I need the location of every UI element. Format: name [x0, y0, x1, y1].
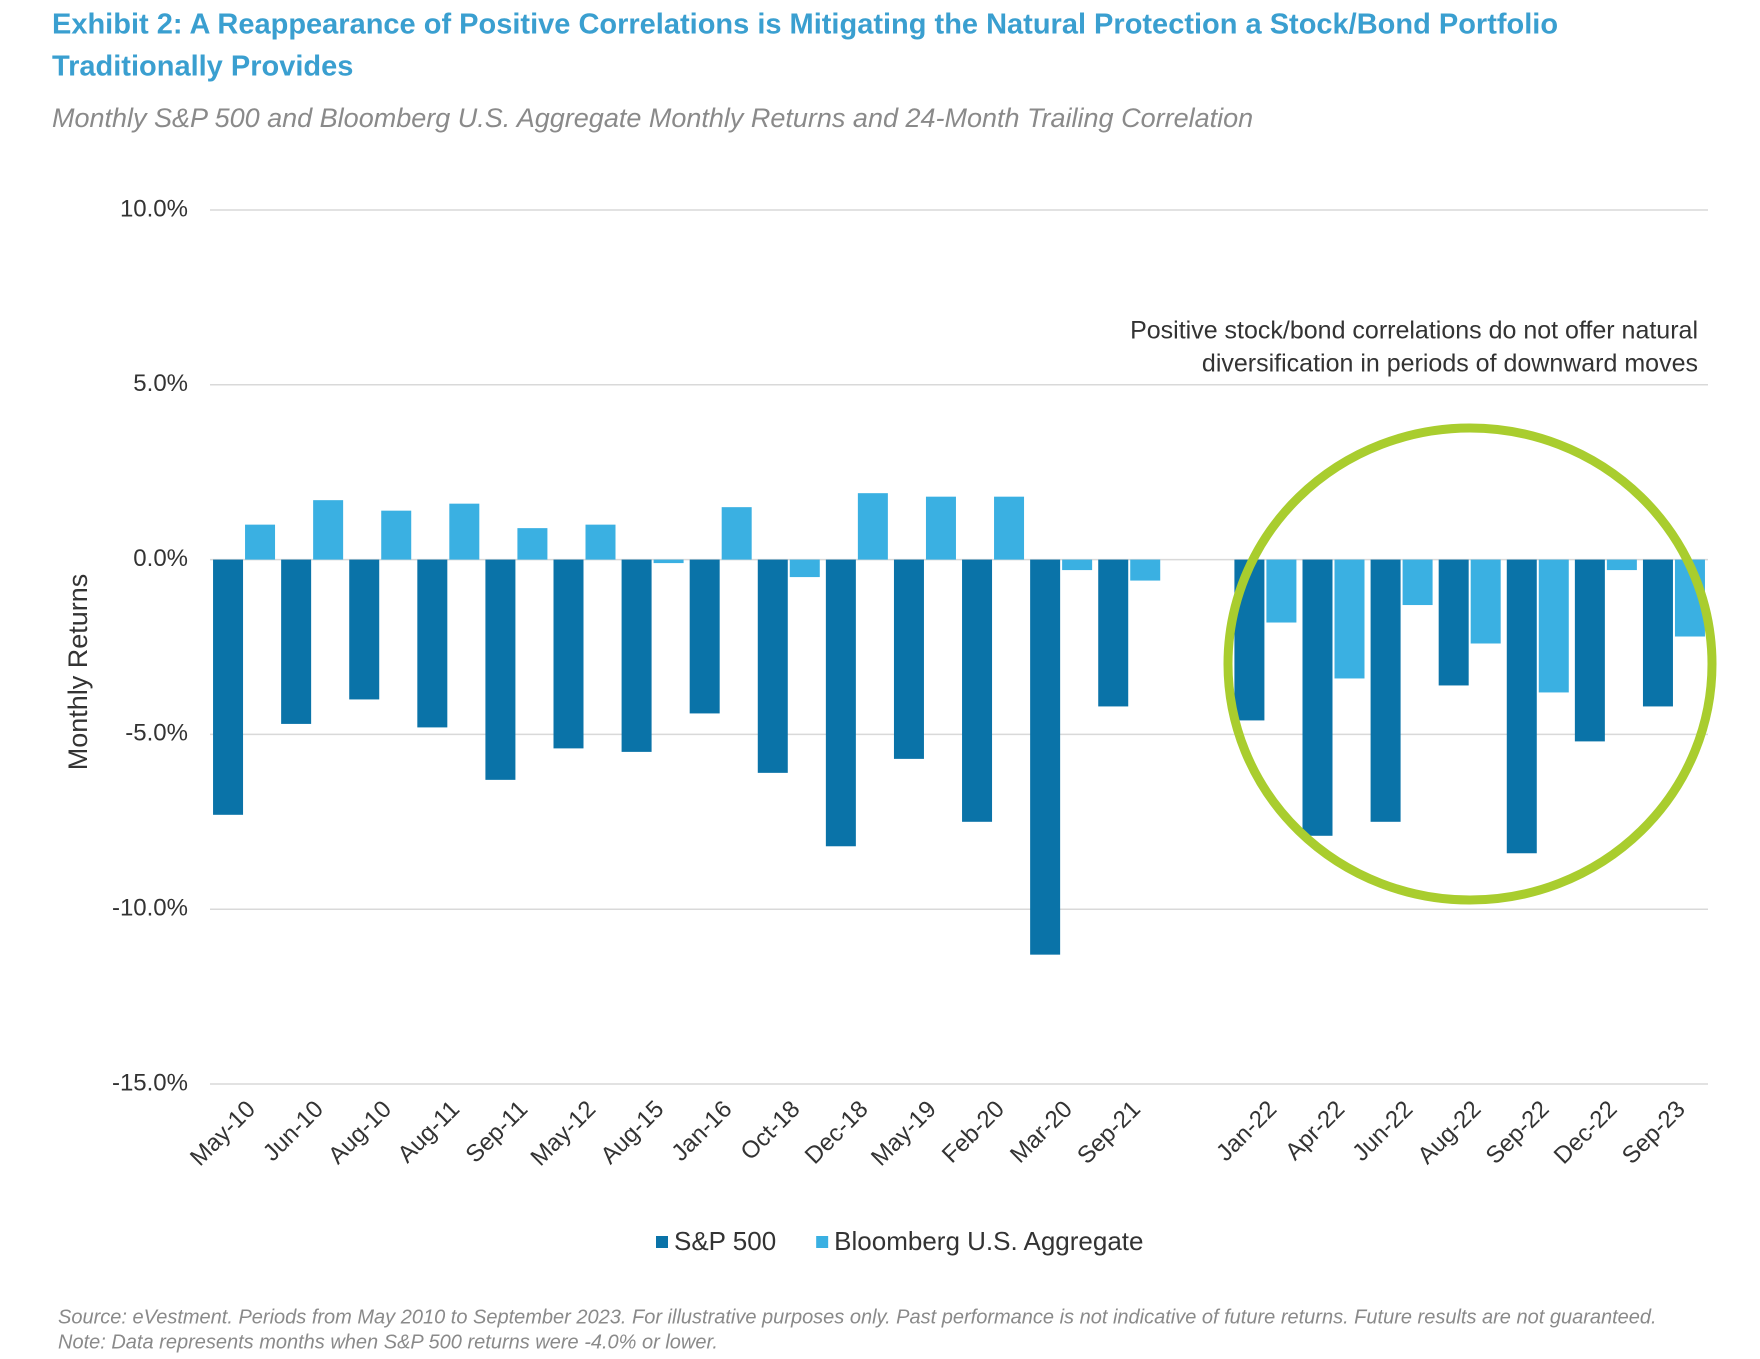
y-tick-label: 0.0% — [133, 545, 188, 572]
x-tick-label: Jun-22 — [1347, 1096, 1418, 1167]
bar — [1098, 559, 1129, 707]
x-tick-label: Jan-16 — [666, 1096, 737, 1167]
x-tick-label: Jun-10 — [258, 1096, 329, 1167]
bar — [281, 559, 312, 724]
bar — [1302, 559, 1333, 836]
x-tick-label: Sep-23 — [1617, 1096, 1691, 1170]
y-tick-label: 10.0% — [120, 195, 188, 222]
bar — [1470, 559, 1501, 644]
x-tick-label: Sep-22 — [1481, 1096, 1555, 1170]
bar — [857, 493, 888, 560]
bar — [789, 559, 820, 578]
bar — [621, 559, 652, 752]
x-tick-label: May-12 — [526, 1096, 602, 1172]
bar — [213, 559, 244, 815]
bar — [1030, 559, 1061, 955]
annotation: diversification in periods of downward m… — [1202, 350, 1698, 378]
chart-subtitle: Monthly S&P 500 and Bloomberg U.S. Aggre… — [52, 103, 1253, 133]
y-tick-label: -15.0% — [112, 1069, 188, 1096]
bar — [485, 559, 516, 780]
bar — [245, 524, 276, 560]
bar — [653, 559, 684, 564]
footnote: Note: Data represents months when S&P 50… — [58, 1331, 718, 1353]
bar — [1402, 559, 1433, 606]
bar — [1062, 559, 1093, 571]
bar — [553, 559, 584, 749]
chart-title: Exhibit 2: A Reappearance of Positive Co… — [52, 9, 1558, 41]
x-tick-label: Dec-18 — [800, 1096, 874, 1170]
bar — [1438, 559, 1469, 686]
bar — [721, 507, 752, 560]
x-tick-label: Sep-11 — [461, 1096, 534, 1169]
bar — [1574, 559, 1605, 742]
bar — [1266, 559, 1297, 623]
y-tick-label: 5.0% — [133, 370, 188, 397]
x-tick-label: Aug-22 — [1413, 1096, 1487, 1170]
bar — [1130, 559, 1161, 581]
x-tick-label: Aug-15 — [596, 1096, 670, 1170]
x-tick-label: Dec-22 — [1549, 1096, 1623, 1170]
bar — [689, 559, 720, 714]
legend-label: Bloomberg U.S. Aggregate — [834, 1226, 1143, 1256]
bar — [893, 559, 924, 759]
bar — [1506, 559, 1537, 854]
bar — [962, 559, 993, 822]
bar — [1642, 559, 1673, 707]
bar — [1370, 559, 1401, 822]
x-tick-label: May-10 — [185, 1096, 261, 1172]
bar — [1538, 559, 1569, 693]
bar — [585, 524, 616, 560]
bar — [825, 559, 856, 847]
bar — [517, 528, 548, 560]
chart-title: Traditionally Provides — [52, 51, 353, 83]
x-tick-label: Sep-21 — [1072, 1096, 1146, 1170]
legend-swatch — [816, 1236, 829, 1248]
bar — [449, 503, 480, 560]
bar — [925, 496, 956, 560]
bar — [417, 559, 448, 728]
x-tick-label: Aug-11 — [392, 1096, 465, 1169]
x-tick-label: May-19 — [866, 1096, 942, 1172]
x-tick-label: Mar-20 — [1005, 1096, 1078, 1169]
x-tick-label: Apr-22 — [1280, 1096, 1350, 1166]
bar — [313, 500, 344, 560]
annotation: Positive stock/bond correlations do not … — [1130, 317, 1698, 345]
x-tick-label: Jan-22 — [1211, 1096, 1282, 1167]
x-tick-label: Aug-10 — [323, 1096, 397, 1170]
bar — [1334, 559, 1365, 679]
bar — [1606, 559, 1637, 571]
highlight-circle — [1223, 423, 1717, 905]
y-tick-label: -5.0% — [125, 720, 188, 747]
footnote: Source: eVestment. Periods from May 2010… — [58, 1306, 1657, 1328]
bar — [349, 559, 380, 700]
x-tick-label: Oct-18 — [735, 1096, 805, 1166]
x-tick-label: Feb-20 — [937, 1096, 1010, 1169]
bar — [994, 496, 1025, 560]
bar — [381, 510, 412, 560]
legend-swatch — [656, 1236, 668, 1248]
bar — [757, 559, 788, 773]
legend-label: S&P 500 — [674, 1226, 776, 1256]
y-axis-label: Monthly Returns — [63, 574, 93, 771]
y-tick-label: -10.0% — [112, 895, 188, 922]
